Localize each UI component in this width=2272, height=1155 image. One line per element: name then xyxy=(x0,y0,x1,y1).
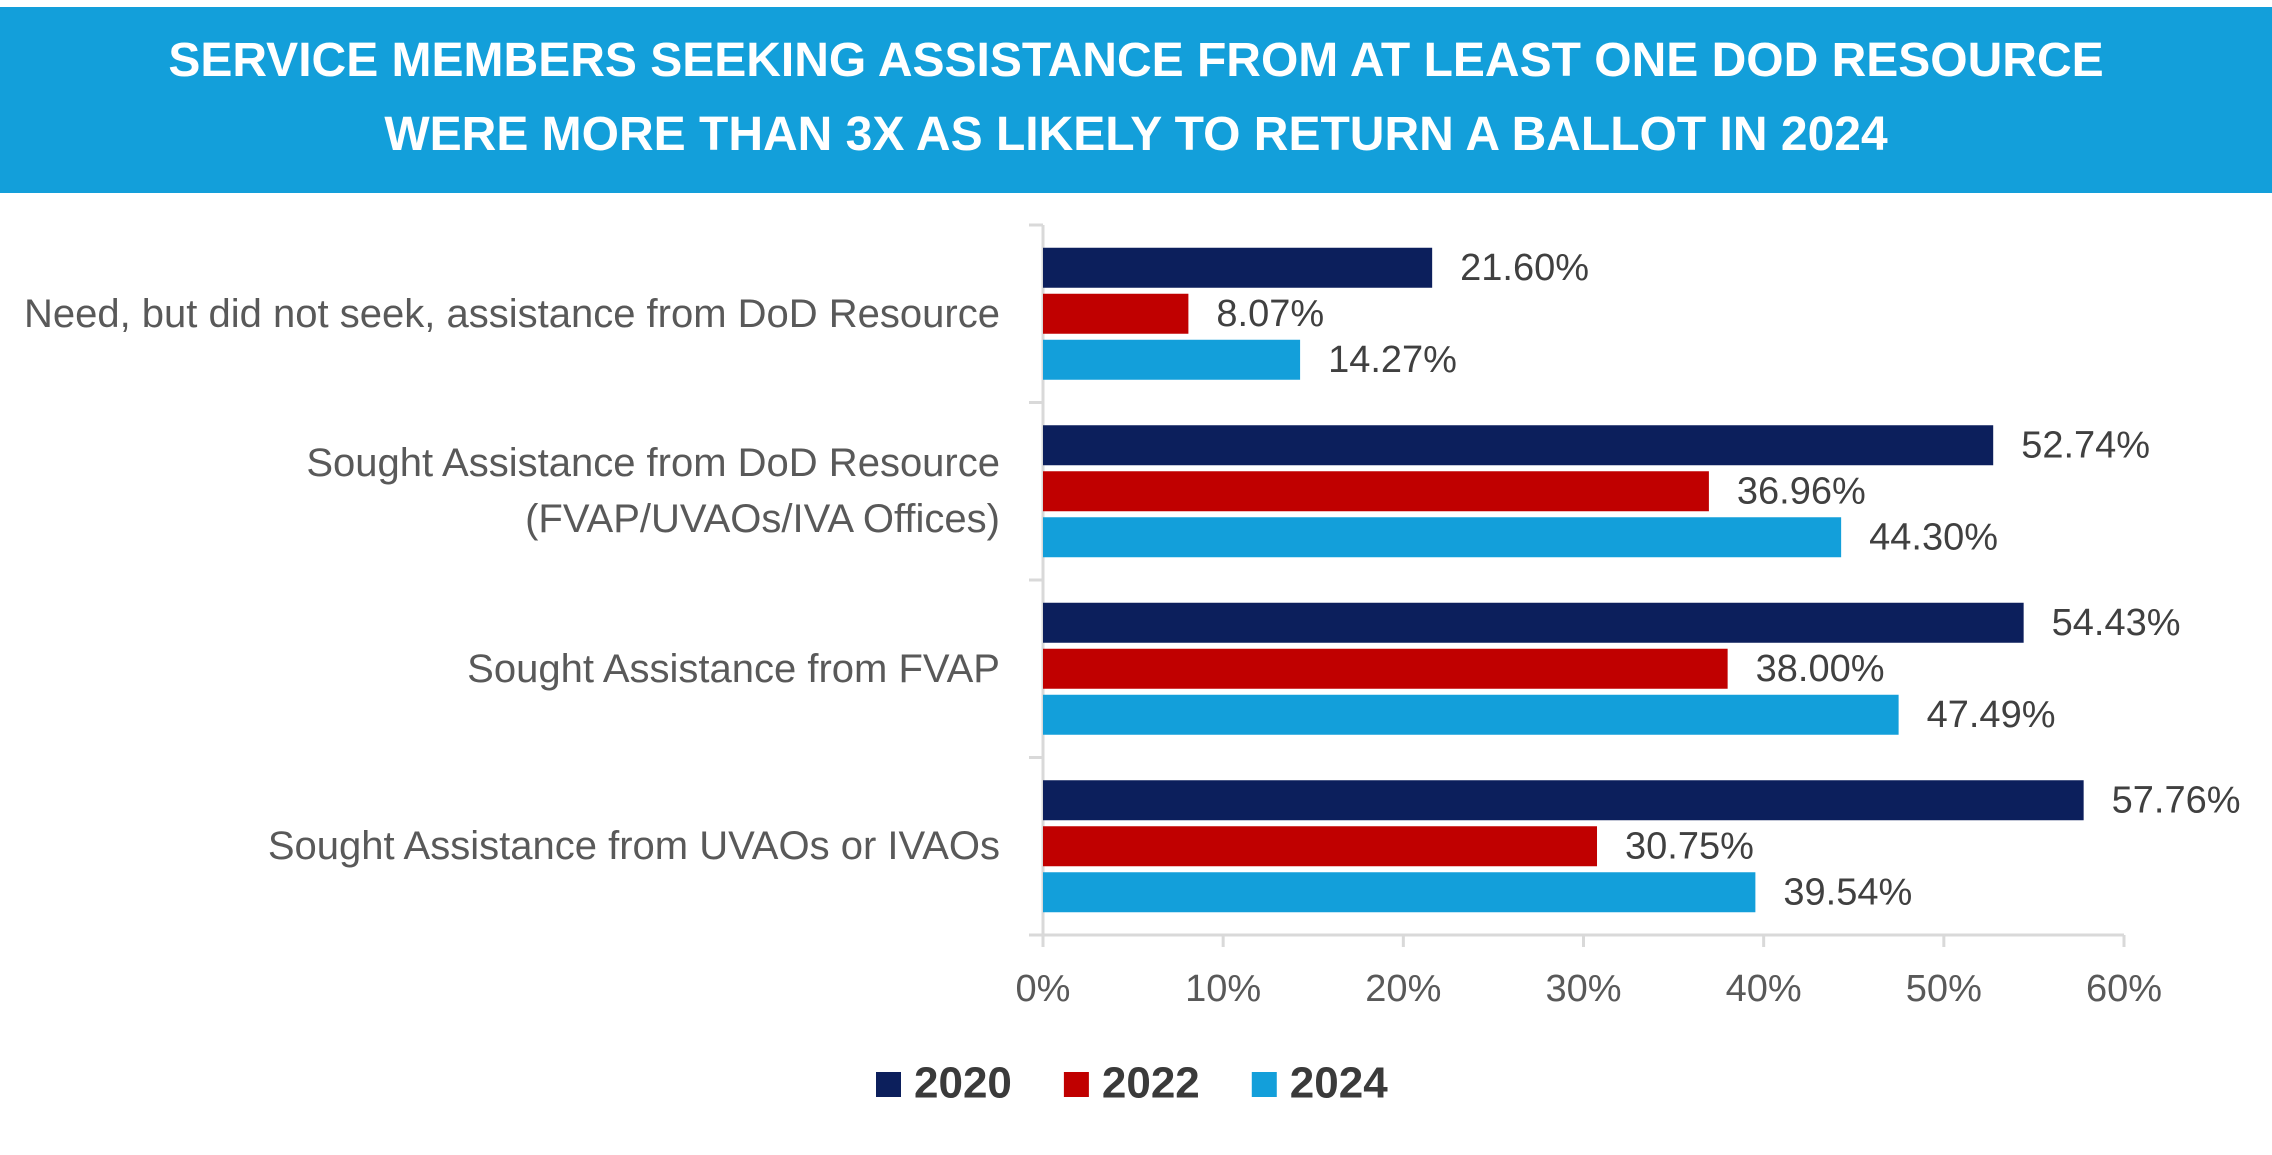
legend-label: 2024 xyxy=(1290,1059,1388,1108)
value-label: 21.60% xyxy=(1460,247,1589,289)
value-label: 44.30% xyxy=(1869,516,1998,558)
bar xyxy=(1043,471,1709,512)
value-label: 39.54% xyxy=(1783,871,1912,913)
bar xyxy=(1043,694,1899,735)
bar xyxy=(1043,293,1189,334)
value-label: 14.27% xyxy=(1328,339,1457,381)
bar xyxy=(1043,602,2024,643)
legend-swatch xyxy=(876,1072,901,1097)
legend-swatch xyxy=(1063,1072,1089,1097)
bar xyxy=(1043,247,1433,288)
x-tick-label: 10% xyxy=(1185,968,1261,1010)
bar xyxy=(1043,780,2084,821)
value-label: 52.74% xyxy=(2021,424,2150,466)
value-label: 38.00% xyxy=(1756,648,1885,690)
value-label: 54.43% xyxy=(2052,602,2181,644)
legend-label: 2022 xyxy=(1102,1059,1200,1108)
category-label: Sought Assistance from UVAOs or IVAOs xyxy=(267,824,1000,869)
x-tick-label: 50% xyxy=(1906,968,1982,1010)
bar xyxy=(1043,517,1842,558)
bar xyxy=(1043,872,1756,913)
x-tick-label: 0% xyxy=(1016,968,1071,1010)
x-tick-label: 60% xyxy=(2086,968,2162,1010)
value-label: 47.49% xyxy=(1927,694,2056,736)
x-tick-label: 20% xyxy=(1365,968,1441,1010)
category-label: Sought Assistance from DoD Resource (FVA… xyxy=(306,441,1000,542)
chart-title: SERVICE MEMBERS SEEKING ASSISTANCE FROM … xyxy=(168,34,2104,87)
title-banner: SERVICE MEMBERS SEEKING ASSISTANCE FROM … xyxy=(0,7,2272,193)
bar xyxy=(1043,339,1301,380)
bar xyxy=(1043,648,1728,689)
category-label: Sought Assistance from FVAP xyxy=(467,646,1000,691)
x-tick-label: 30% xyxy=(1545,968,1621,1010)
value-label: 57.76% xyxy=(2112,779,2241,821)
bar xyxy=(1043,425,1994,466)
category-label: Need, but did not seek, assistance from … xyxy=(23,291,1000,336)
legend-label: 2020 xyxy=(914,1059,1012,1108)
value-label: 36.96% xyxy=(1737,470,1866,512)
x-tick-label: 40% xyxy=(1726,968,1802,1010)
value-label: 30.75% xyxy=(1625,825,1754,867)
value-label: 8.07% xyxy=(1216,293,1324,335)
bar xyxy=(1043,826,1598,867)
legend-swatch xyxy=(1251,1072,1277,1097)
chart-title: WERE MORE THAN 3X AS LIKELY TO RETURN A … xyxy=(384,108,1888,161)
